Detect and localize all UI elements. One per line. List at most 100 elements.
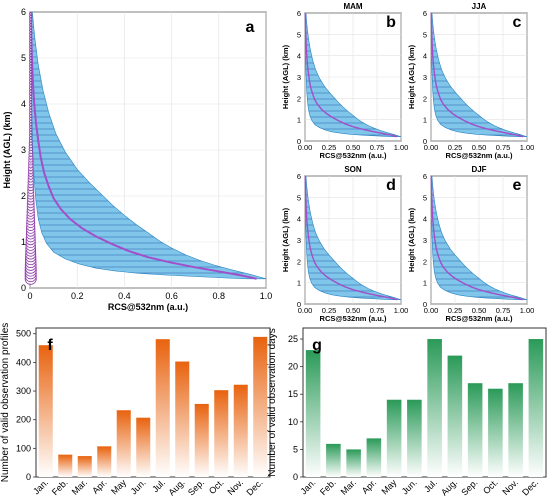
x-tick-label: 1.00 (394, 143, 409, 152)
y-tick-label: 0 (21, 283, 26, 293)
y-tick-label: 0 (297, 300, 301, 309)
x-tick-label: Sep. (186, 477, 206, 497)
y-tick-label: 100 (16, 443, 31, 453)
profile-marker (29, 86, 33, 90)
y-tick-label: 6 (297, 172, 301, 181)
y-tick-label: 4 (297, 52, 301, 61)
y-tick-label: 3 (297, 236, 301, 245)
x-tick-label: Oct. (481, 477, 500, 496)
x-axis-label: RCS@532nm (a.u.) (320, 151, 387, 160)
bar (386, 399, 402, 477)
profile-marker (29, 103, 33, 107)
y-axis-label: Height (AGL) (km) (281, 44, 290, 109)
x-tick-label: 0.8 (213, 291, 226, 301)
y-tick-label: 1 (297, 279, 301, 288)
x-tick-label: 0 (27, 291, 32, 301)
x-tick-label: Jan. (31, 477, 50, 496)
panel-label: a (246, 19, 255, 36)
variability-band (430, 175, 528, 301)
x-tick-label: 0.50 (346, 306, 361, 315)
profile-marker (29, 59, 33, 63)
bar (407, 399, 422, 477)
y-tick-label: 6 (423, 9, 427, 18)
x-tick-label: 1.00 (520, 306, 535, 315)
panel-label: f (47, 337, 53, 354)
x-tick-label: 0.25 (322, 306, 337, 315)
profile-marker (29, 78, 33, 82)
panel-title: SON (344, 165, 362, 174)
profile-marker (29, 111, 33, 115)
profile-marker (29, 70, 33, 74)
mean-profile-line (29, 11, 257, 280)
panel-label: c (513, 14, 522, 31)
profile-marker (29, 56, 33, 60)
y-tick-label: 1 (297, 116, 301, 125)
x-tick-label: 1.0 (260, 291, 273, 301)
bar (366, 438, 382, 477)
y-tick-label: 200 (16, 415, 31, 425)
x-tick-label: Mar. (339, 477, 358, 496)
bar (175, 361, 190, 477)
bar (58, 454, 73, 477)
y-tick-label: 1 (423, 279, 427, 288)
x-tick-label: May (379, 477, 398, 496)
y-tick-label: 3 (297, 73, 301, 82)
x-tick-label: 0.4 (118, 291, 131, 301)
profile-marker (29, 28, 33, 32)
y-tick-label: 3 (423, 236, 427, 245)
profile-marker (29, 95, 33, 99)
y-tick-label: 400 (16, 357, 31, 367)
y-tick-label: 300 (16, 386, 31, 396)
profile-marker (29, 42, 33, 46)
y-tick-label: 0 (297, 137, 301, 146)
x-tick-label: 0.00 (424, 143, 439, 152)
x-tick-label: 0.25 (322, 143, 337, 152)
x-tick-label: Sep. (459, 477, 479, 497)
panel-title: JJA (472, 2, 487, 11)
profile-marker (29, 45, 33, 49)
y-axis-label: Number of valid observation days (267, 328, 278, 476)
bar (508, 383, 523, 477)
profile-marker (29, 128, 33, 132)
bar (467, 383, 483, 477)
x-axis-label: RCS@532nm (a.u.) (320, 314, 387, 323)
x-axis-label: RCS@532nm (a.u.) (446, 151, 513, 160)
panel-title: MAM (343, 2, 362, 11)
profile-marker (29, 15, 33, 19)
y-tick-label: 500 (16, 329, 31, 339)
y-tick-label: 2 (423, 257, 427, 266)
y-tick-label: 5 (297, 30, 301, 39)
x-tick-label: Dec. (245, 477, 265, 497)
profile-marker (29, 37, 33, 41)
profile-panel-c: 0.00 0.25 0.50 0.75 1.00 0 1 2 3 4 5 6 c JJA RCS@532nm… (407, 2, 534, 160)
profile-marker (29, 31, 33, 35)
profile-marker (29, 106, 33, 110)
bar (136, 417, 151, 477)
bar (427, 339, 442, 477)
x-tick-label: 0.00 (424, 306, 439, 315)
profile-marker (29, 12, 33, 16)
profile-marker (29, 61, 33, 66)
y-tick-label: 6 (297, 9, 301, 18)
x-tick-label: May (109, 477, 128, 496)
x-tick-label: Oct. (207, 477, 226, 496)
x-tick-label: Apr. (90, 477, 108, 495)
profile-panel-e: 0.00 0.25 0.50 0.75 1.00 0 1 2 3 4 5 6 e DJF RCS@532nm… (407, 165, 534, 323)
profile-marker (29, 119, 33, 124)
plot-area (35, 327, 271, 478)
plot-area (302, 327, 547, 478)
profile-marker (29, 122, 33, 126)
y-tick-label: 3 (423, 73, 427, 82)
x-tick-label: Jul. (422, 477, 439, 494)
bar (155, 339, 170, 477)
x-tick-label: 0.50 (346, 143, 361, 152)
profile-panel-b: 0.00 0.25 0.50 0.75 1.00 0 1 2 3 4 5 6 b MAM RCS@532nm… (281, 2, 408, 160)
y-tick-label: 6 (423, 172, 427, 181)
profile-marker (29, 34, 33, 38)
y-axis-label: Height (AGL) (km) (2, 112, 12, 189)
x-tick-label: 0.25 (448, 306, 463, 315)
x-tick-label: 0.25 (448, 143, 463, 152)
x-tick-label: 1.00 (520, 143, 535, 152)
profile-marker (29, 97, 33, 102)
